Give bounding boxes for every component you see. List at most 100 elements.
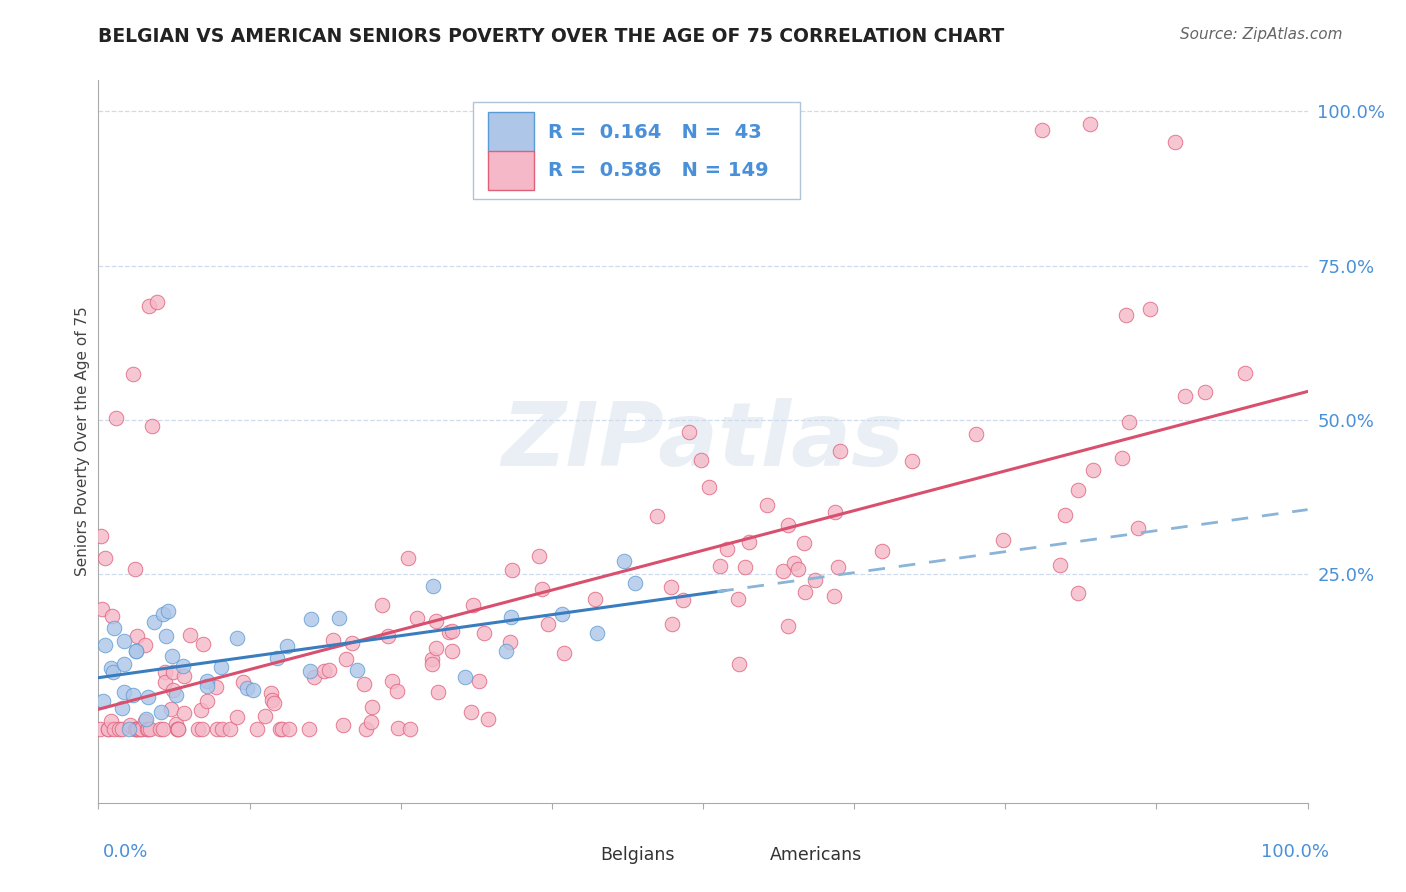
Point: [501, 563, 523, 577]
Point: [1139, 301, 1161, 316]
Point: [187, 722, 209, 736]
Point: [159, 701, 181, 715]
Point: [738, 535, 761, 549]
Point: [105, 411, 128, 425]
Text: BELGIAN VS AMERICAN SENIORS POVERTY OVER THE AGE OF 75 CORRELATION CHART: BELGIAN VS AMERICAN SENIORS POVERTY OVER…: [98, 27, 1005, 45]
Point: [697, 480, 720, 494]
Point: [312, 664, 335, 678]
Point: [209, 660, 232, 674]
Point: [420, 651, 443, 665]
Point: [690, 452, 713, 467]
Text: Americans: Americans: [769, 846, 862, 863]
Point: [353, 676, 375, 690]
Point: [91, 694, 114, 708]
Point: [103, 621, 125, 635]
Point: [1111, 450, 1133, 465]
Point: [226, 710, 249, 724]
Point: [139, 722, 162, 736]
Point: [302, 670, 325, 684]
Point: [155, 629, 177, 643]
Point: [467, 674, 489, 689]
Point: [1173, 389, 1195, 403]
Point: [778, 618, 800, 632]
Point: [804, 573, 827, 587]
Point: [783, 557, 806, 571]
Point: [191, 722, 214, 736]
Point: [613, 554, 636, 568]
Point: [100, 714, 122, 729]
Point: [173, 706, 195, 721]
Y-axis label: Seniors Poverty Over the Age of 75: Seniors Poverty Over the Age of 75: [75, 307, 90, 576]
Point: [672, 592, 695, 607]
Point: [232, 675, 254, 690]
Point: [167, 722, 190, 736]
Point: [173, 669, 195, 683]
Point: [90, 602, 112, 616]
Point: [422, 579, 444, 593]
Point: [360, 715, 382, 730]
Point: [531, 582, 554, 597]
Text: 100.0%: 100.0%: [1261, 843, 1329, 861]
Point: [276, 639, 298, 653]
Point: [125, 644, 148, 658]
Point: [125, 722, 148, 736]
Point: [260, 686, 283, 700]
Point: [103, 665, 125, 679]
Point: [298, 722, 321, 736]
Point: [299, 611, 322, 625]
Point: [141, 418, 163, 433]
Point: [195, 693, 218, 707]
Point: [112, 633, 135, 648]
Point: [499, 635, 522, 649]
Point: [661, 616, 683, 631]
Point: [1031, 122, 1053, 136]
Point: [179, 628, 201, 642]
Point: [387, 684, 409, 698]
Point: [152, 607, 174, 622]
Point: [298, 665, 321, 679]
Point: [828, 444, 851, 458]
Point: [776, 518, 799, 533]
Point: [420, 657, 443, 672]
Point: [134, 714, 156, 728]
Point: [246, 722, 269, 736]
Point: [94, 550, 117, 565]
Point: [716, 542, 738, 557]
Point: [583, 591, 606, 606]
Point: [360, 699, 382, 714]
Point: [501, 610, 523, 624]
Point: [124, 562, 146, 576]
Text: R =  0.586   N = 149: R = 0.586 N = 149: [548, 161, 769, 180]
Point: [472, 626, 495, 640]
Point: [426, 685, 449, 699]
Point: [991, 533, 1014, 547]
Point: [659, 580, 682, 594]
Point: [127, 722, 149, 736]
Point: [205, 722, 228, 736]
Point: [786, 562, 808, 576]
Point: [585, 625, 607, 640]
Point: [460, 705, 482, 719]
Point: [172, 659, 194, 673]
Point: [129, 722, 152, 736]
Point: [278, 722, 301, 736]
Point: [1118, 415, 1140, 429]
Point: [441, 624, 464, 639]
Point: [772, 564, 794, 578]
Point: [1233, 366, 1256, 380]
Point: [195, 679, 218, 693]
Point: [195, 674, 218, 689]
Point: [125, 629, 148, 643]
Point: [1049, 558, 1071, 572]
Point: [1081, 463, 1104, 477]
Point: [827, 560, 849, 574]
Point: [124, 722, 146, 736]
Point: [89, 722, 111, 736]
Point: [263, 696, 285, 710]
Point: [1078, 116, 1101, 130]
Text: Belgians: Belgians: [600, 846, 675, 863]
Point: [440, 644, 463, 658]
Text: 0.0%: 0.0%: [103, 843, 148, 861]
Point: [328, 611, 350, 625]
Point: [537, 616, 560, 631]
